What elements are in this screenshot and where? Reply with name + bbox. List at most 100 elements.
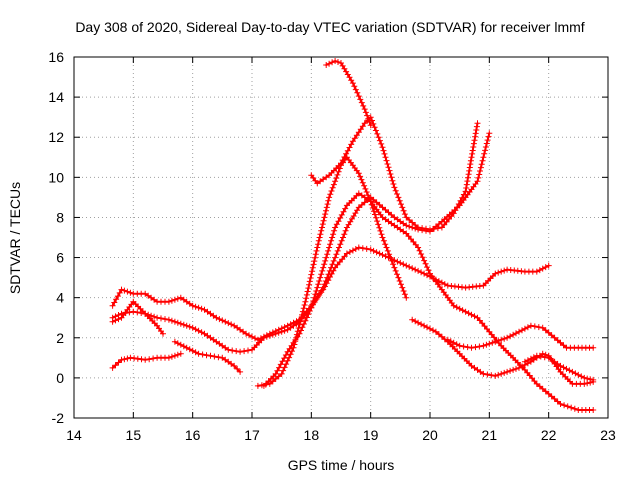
- data-point: [379, 234, 386, 241]
- data-point: [463, 181, 470, 188]
- data-point: [533, 352, 540, 359]
- data-point: [330, 231, 337, 238]
- data-point: [376, 224, 383, 231]
- data-point: [399, 284, 406, 291]
- data-point: [317, 274, 324, 281]
- data-point: [361, 182, 368, 189]
- series-sat-c: [109, 130, 493, 355]
- data-point: [329, 184, 336, 191]
- data-point: [463, 185, 470, 191]
- data-point: [385, 164, 392, 171]
- data-point: [309, 264, 316, 271]
- data-point: [355, 93, 362, 100]
- data-point: [483, 341, 490, 348]
- data-point: [314, 244, 321, 251]
- data-point: [306, 281, 313, 288]
- data-point: [124, 288, 131, 295]
- y-tick-label: 0: [56, 370, 64, 386]
- data-point: [171, 352, 178, 359]
- data-point: [477, 168, 483, 174]
- data-point: [211, 353, 218, 360]
- data-point: [396, 278, 403, 284]
- data-point: [195, 350, 202, 357]
- data-point: [390, 261, 397, 268]
- data-point: [492, 270, 499, 277]
- data-point: [584, 375, 591, 382]
- data-point: [321, 281, 328, 288]
- data-point: [484, 137, 491, 144]
- data-point: [325, 247, 332, 254]
- data-point: [174, 319, 181, 326]
- data-point: [351, 83, 358, 90]
- data-point: [320, 284, 327, 291]
- data-point: [274, 367, 281, 374]
- data-point: [284, 357, 291, 364]
- data-point: [382, 154, 389, 161]
- data-point: [160, 330, 166, 337]
- data-point: [327, 191, 334, 198]
- data-point: [390, 181, 397, 187]
- data-point: [113, 296, 120, 303]
- data-point: [192, 303, 199, 310]
- data-point: [312, 251, 319, 258]
- data-point: [498, 370, 505, 377]
- data-point: [319, 221, 326, 228]
- data-point: [568, 404, 575, 411]
- data-point: [378, 231, 385, 238]
- data-point: [165, 316, 172, 323]
- data-point: [322, 278, 329, 284]
- data-point: [121, 356, 128, 363]
- data-point: [269, 331, 276, 338]
- data-point: [321, 214, 328, 221]
- data-point: [320, 217, 327, 224]
- data-point: [488, 372, 495, 379]
- data-point: [299, 311, 305, 318]
- data-point: [464, 344, 471, 351]
- data-point: [297, 318, 304, 325]
- data-point: [401, 291, 408, 298]
- data-point: [323, 207, 329, 214]
- data-point: [394, 191, 400, 197]
- data-point: [466, 167, 473, 174]
- data-point: [333, 175, 340, 182]
- data-point: [527, 322, 534, 329]
- data-point: [281, 364, 288, 371]
- data-point: [344, 147, 351, 154]
- data-point: [424, 264, 430, 271]
- data-point: [324, 201, 331, 208]
- data-point: [372, 127, 379, 134]
- data-point: [332, 254, 339, 261]
- data-point: [375, 134, 382, 141]
- data-point: [475, 174, 482, 181]
- data-point: [272, 330, 279, 337]
- data-point: [467, 157, 474, 164]
- series-line: [111, 300, 164, 335]
- data-point: [471, 137, 478, 144]
- data-point: [383, 157, 390, 164]
- data-point: [431, 225, 437, 232]
- data-point: [395, 194, 402, 201]
- data-point: [303, 295, 310, 302]
- data-point: [272, 370, 279, 377]
- data-point: [263, 333, 270, 340]
- data-point: [313, 288, 320, 294]
- data-point: [510, 366, 517, 373]
- data-point: [531, 323, 538, 330]
- data-point: [373, 249, 380, 256]
- data-point: [387, 171, 394, 177]
- data-point: [387, 254, 394, 261]
- data-point: [415, 244, 422, 251]
- data-point: [341, 154, 348, 160]
- data-point: [299, 308, 306, 315]
- data-point: [352, 86, 359, 93]
- data-point: [501, 267, 508, 274]
- data-point: [472, 130, 479, 137]
- data-point: [421, 257, 428, 264]
- data-point: [328, 264, 335, 271]
- data-point: [590, 344, 597, 351]
- data-point: [486, 130, 493, 137]
- data-point: [300, 321, 307, 327]
- series-line: [325, 60, 372, 127]
- data-point: [329, 261, 336, 268]
- data-point: [422, 260, 429, 267]
